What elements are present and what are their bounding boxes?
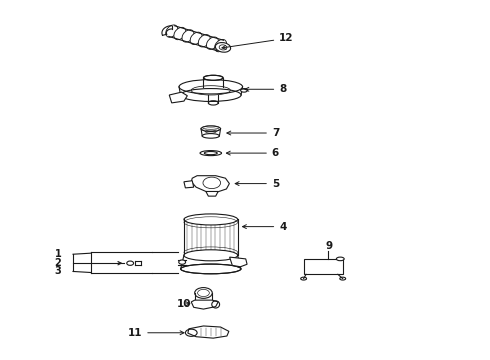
Ellipse shape: [201, 126, 220, 131]
Polygon shape: [191, 300, 218, 309]
Text: 2: 2: [54, 258, 61, 268]
Ellipse shape: [179, 80, 243, 94]
Ellipse shape: [181, 264, 241, 274]
Text: 10: 10: [176, 299, 191, 309]
Ellipse shape: [206, 37, 219, 49]
Ellipse shape: [241, 89, 247, 92]
Ellipse shape: [127, 261, 134, 265]
Ellipse shape: [174, 27, 186, 40]
Ellipse shape: [216, 42, 231, 52]
Text: 8: 8: [245, 84, 287, 94]
Ellipse shape: [184, 250, 238, 261]
Polygon shape: [304, 259, 343, 274]
Text: 1: 1: [54, 249, 61, 259]
Ellipse shape: [190, 32, 202, 45]
Ellipse shape: [336, 257, 344, 261]
Polygon shape: [191, 176, 229, 193]
Ellipse shape: [184, 214, 238, 225]
Text: 6: 6: [226, 148, 279, 158]
Text: 5: 5: [235, 179, 279, 189]
Text: 4: 4: [243, 222, 287, 231]
Polygon shape: [206, 192, 218, 196]
Ellipse shape: [215, 40, 226, 52]
Ellipse shape: [179, 260, 186, 264]
Polygon shape: [169, 92, 187, 103]
Ellipse shape: [195, 288, 212, 298]
Polygon shape: [184, 181, 194, 188]
Text: 7: 7: [227, 128, 279, 138]
Ellipse shape: [198, 35, 210, 47]
Text: 12: 12: [222, 33, 294, 49]
Text: 11: 11: [128, 328, 184, 338]
Text: 3: 3: [54, 266, 61, 276]
Ellipse shape: [166, 25, 178, 37]
Ellipse shape: [182, 30, 194, 42]
Ellipse shape: [203, 75, 223, 80]
Polygon shape: [188, 326, 229, 338]
Text: 9: 9: [326, 240, 333, 251]
Polygon shape: [230, 257, 247, 267]
